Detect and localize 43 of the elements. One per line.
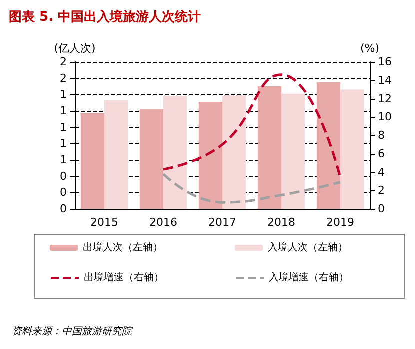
y-tick-label: 1 [60,154,67,166]
bar [140,109,164,209]
y2-tick-label: 16 [378,56,392,68]
y-tick-label: 1 [60,88,67,102]
y-tick-label: 0 [60,186,67,200]
y-tick-label: 1 [60,104,67,118]
y-tick-label: 1 [60,120,67,134]
bar [340,90,364,209]
x-tick-label: 2018 [268,216,296,229]
y2-tick-label: 6 [378,147,385,160]
y-tick-label: 1 [60,137,67,150]
text: 资料来源：中国旅游研究院 [12,326,134,338]
x-tick-label: 2019 [326,216,354,229]
legend-label: 出境增速（右轴） [84,272,164,284]
bar [198,102,222,209]
legend-label: 出境人次（左轴） [83,242,163,254]
y-tick-label: 2 [60,56,67,68]
chart-title: 图表 5. 中国出入境旅游人次统计 [9,9,202,25]
x-tick-label: 2017 [208,216,236,229]
y-axis-title: (亿人次) [54,42,96,55]
y-tick-label: 0 [60,170,67,183]
bar [80,113,104,209]
line-series [162,172,342,204]
bar [316,82,340,209]
bar [164,96,188,209]
y2-tick-label: 8 [378,129,385,142]
y-tick-label: 0 [60,202,67,216]
legend-label: 入境增速（右轴） [269,272,349,284]
y2-tick-label: 14 [378,74,392,87]
x-tick-label: 2015 [90,216,118,229]
legend-label: 入境人次（左轴） [268,242,348,254]
y2-tick-label: 12 [378,92,392,106]
bar [104,100,128,209]
bar [258,86,282,209]
y2-tick-label: 0 [378,202,385,216]
bar [222,95,246,209]
y2-tick-label: 2 [378,184,385,198]
x-tick-label: 2016 [150,216,178,229]
bar [282,94,306,209]
y-tick-label: 2 [60,72,67,85]
y2-axis-title: (%) [360,42,380,55]
y2-tick-label: 4 [378,166,385,179]
y2-tick-label: 10 [378,110,392,124]
